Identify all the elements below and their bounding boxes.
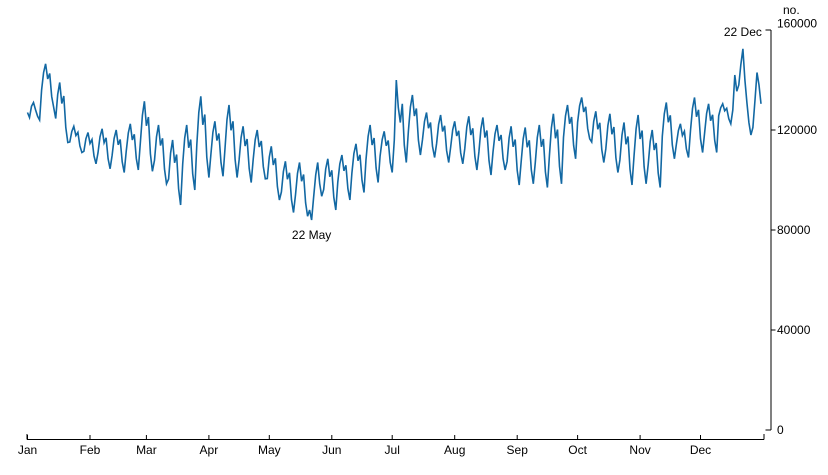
- month-label-jul: Jul: [385, 443, 400, 457]
- month-label-apr: Apr: [200, 443, 219, 457]
- data-line-daily-count: [26, 48, 762, 221]
- month-label-jun: Jun: [322, 443, 341, 457]
- y-axis-line: [765, 29, 776, 431]
- y-tick-label-120000: 120000: [777, 123, 817, 137]
- y-tick-label-160000: 160000: [777, 17, 817, 31]
- y-tick-label-40000: 40000: [777, 323, 811, 337]
- month-label-dec: Dec: [690, 443, 711, 457]
- annotation-22-dec: 22 Dec: [724, 25, 762, 39]
- x-axis-line: [26, 434, 765, 440]
- y-axis-unit-label: no.: [783, 3, 800, 17]
- month-label-sep: Sep: [507, 443, 529, 457]
- month-label-feb: Feb: [80, 443, 101, 457]
- y-tick-label-80000: 80000: [777, 223, 811, 237]
- annotation-22-may: 22 May: [292, 228, 331, 242]
- month-label-nov: Nov: [629, 443, 650, 457]
- month-label-may: May: [258, 443, 281, 457]
- x-axis: Jan Feb Mar Apr May Jun Jul Aug Sep Oct Nov Dec: [18, 434, 765, 457]
- month-label-jan: Jan: [18, 443, 37, 457]
- month-label-aug: Aug: [444, 443, 465, 457]
- y-tick-label-0: 0: [777, 423, 784, 437]
- month-label-mar: Mar: [136, 443, 157, 457]
- month-label-oct: Oct: [568, 443, 587, 457]
